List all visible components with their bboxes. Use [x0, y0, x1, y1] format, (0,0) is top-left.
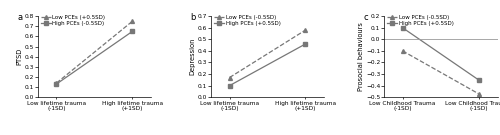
Low PCEs (-0.5SD)	[226, 77, 232, 78]
High PCEs (-0.5SD)	[130, 31, 136, 32]
Legend: Low PCEs (+0.5SD), High PCEs (-0.5SD): Low PCEs (+0.5SD), High PCEs (-0.5SD)	[40, 14, 106, 26]
Text: b: b	[190, 13, 196, 22]
Y-axis label: PTSD: PTSD	[16, 48, 22, 65]
Line: Low PCEs (-0.5SD): Low PCEs (-0.5SD)	[228, 28, 308, 80]
High PCEs (+0.5SD)	[476, 79, 482, 81]
Low PCEs (-0.5SD)	[476, 93, 482, 94]
Line: High PCEs (+0.5SD): High PCEs (+0.5SD)	[400, 26, 480, 82]
Y-axis label: Prosocial behaviours: Prosocial behaviours	[358, 22, 364, 91]
Line: Low PCEs (+0.5SD): Low PCEs (+0.5SD)	[54, 19, 134, 85]
Legend: Low PCEs (-0.5SD), High PCEs (+0.5SD): Low PCEs (-0.5SD), High PCEs (+0.5SD)	[214, 14, 281, 26]
Line: Low PCEs (-0.5SD): Low PCEs (-0.5SD)	[400, 49, 480, 96]
High PCEs (-0.5SD)	[54, 83, 60, 85]
High PCEs (+0.5SD)	[302, 43, 308, 45]
Low PCEs (+0.5SD)	[130, 20, 136, 22]
Low PCEs (-0.5SD)	[302, 29, 308, 31]
Low PCEs (+0.5SD)	[54, 82, 60, 84]
Text: c: c	[363, 13, 368, 22]
Low PCEs (-0.5SD)	[400, 50, 406, 52]
Line: High PCEs (-0.5SD): High PCEs (-0.5SD)	[54, 29, 134, 86]
Line: High PCEs (+0.5SD): High PCEs (+0.5SD)	[228, 42, 308, 88]
Legend: Low PCEs (-0.5SD), High PCEs (+0.5SD): Low PCEs (-0.5SD), High PCEs (+0.5SD)	[386, 14, 454, 26]
Text: a: a	[17, 13, 22, 22]
High PCEs (+0.5SD)	[400, 27, 406, 29]
High PCEs (+0.5SD)	[226, 85, 232, 86]
Y-axis label: Depression: Depression	[190, 38, 196, 75]
